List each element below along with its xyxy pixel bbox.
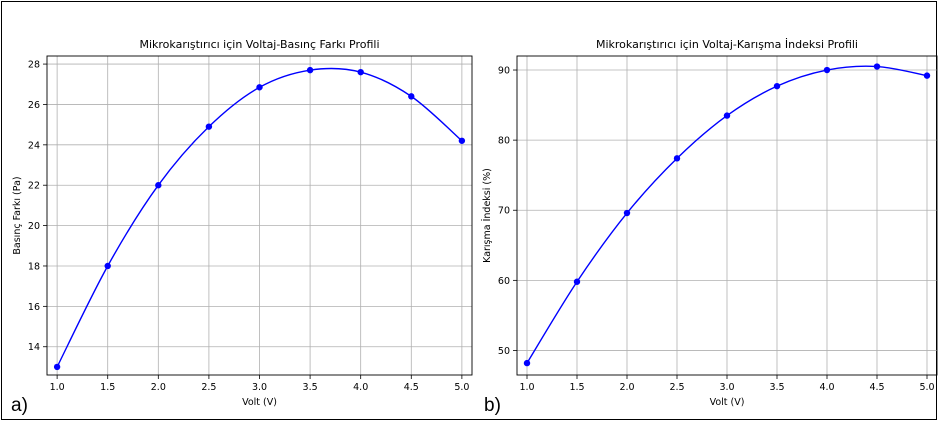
- x-tick-label: 3.5: [769, 382, 784, 393]
- x-tick-label: 2.5: [201, 382, 216, 393]
- x-tick-label: 5.0: [454, 382, 469, 393]
- y-tick-label: 28: [28, 60, 40, 71]
- x-tick-label: 3.0: [252, 382, 267, 393]
- data-point: [458, 137, 466, 144]
- y-tick-label: 18: [28, 261, 40, 272]
- panel-letter: a): [11, 395, 28, 416]
- y-axis-label: Basınç Farkı (Pa): [12, 176, 23, 254]
- data-point: [873, 63, 881, 70]
- x-tick-label: 2.5: [669, 382, 684, 393]
- x-tick-label: 4.5: [404, 382, 419, 393]
- chart-b: 1.0 1.5 2.0 2.5 3.0 3.5 4.0 4.5 5.0 50 60 70 80 90 Mik…: [482, 38, 938, 416]
- x-tick-label: 4.0: [353, 382, 368, 393]
- grid: [517, 56, 937, 375]
- data-point: [523, 359, 531, 367]
- y-tick-label: 70: [498, 206, 510, 217]
- y-tick-label: 50: [498, 346, 510, 357]
- data-point: [573, 278, 581, 285]
- data-point: [623, 209, 631, 217]
- chart-title: Mikrokarıştırıcı için Voltaj-Karışma İnd…: [596, 38, 858, 51]
- x-axis-label: Volt (V): [710, 397, 745, 408]
- data-point: [357, 68, 364, 76]
- y-tick-label: 22: [28, 181, 40, 192]
- y-tick-label: 60: [498, 276, 510, 287]
- x-tick-label: 4.5: [869, 382, 884, 393]
- data-point: [923, 72, 931, 79]
- x-tick-label: 5.0: [919, 382, 934, 393]
- x-tick-label: 1.5: [100, 382, 115, 393]
- x-axis-label: Volt (V): [242, 397, 277, 408]
- chart-a: 1.0 1.5 2.0 2.5 3.0 3.5 4.0 4.5 5.0 14 16 18 20 22 24 2…: [11, 38, 473, 416]
- x-tick-label: 3.5: [303, 382, 318, 393]
- data-point: [53, 363, 61, 371]
- y-axis-label: Karışma İndeksi (%): [482, 168, 493, 263]
- x-tick-label: 1.0: [50, 382, 65, 393]
- data-point: [104, 262, 111, 270]
- y-tick-label: 26: [28, 100, 40, 111]
- x-tick-label: 3.0: [719, 382, 734, 393]
- data-point: [823, 66, 831, 74]
- data-point: [673, 155, 681, 162]
- x-tick-label: 2.0: [151, 382, 166, 393]
- panel-letter: b): [484, 395, 501, 416]
- data-point: [306, 66, 314, 74]
- data-point: [205, 123, 213, 130]
- x-tick-label: 1.0: [519, 382, 534, 393]
- y-tick-label: 90: [498, 66, 510, 77]
- x-tick-label: 1.5: [569, 382, 584, 393]
- data-point: [408, 93, 415, 100]
- series-line: [526, 65, 928, 364]
- series-line: [56, 67, 463, 368]
- data-point: [723, 112, 731, 119]
- x-tick-label: 2.0: [619, 382, 634, 393]
- y-tick-label: 80: [498, 136, 510, 147]
- data-point: [773, 82, 781, 90]
- grid: [47, 56, 472, 375]
- y-tick-label: 20: [28, 221, 40, 232]
- data-point: [155, 182, 162, 189]
- chart-title: Mikrokarıştırıcı için Voltaj-Basınç Fark…: [139, 38, 379, 51]
- data-point: [256, 84, 263, 91]
- y-tick-label: 14: [28, 342, 40, 353]
- x-tick-label: 4.0: [819, 382, 834, 393]
- y-tick-label: 24: [28, 140, 40, 151]
- y-tick-label: 16: [28, 302, 40, 313]
